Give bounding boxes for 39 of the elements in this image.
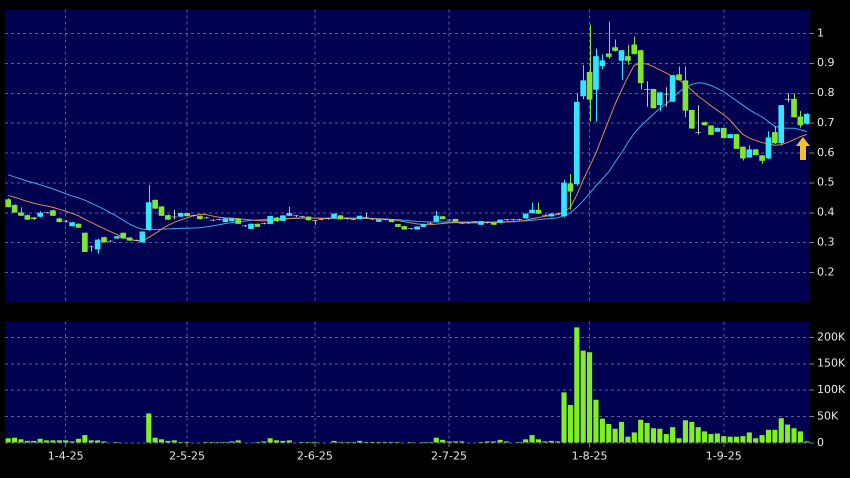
candlestick	[720, 127, 727, 139]
candlestick	[82, 232, 88, 253]
candlestick	[766, 130, 772, 160]
candlestick	[171, 209, 178, 220]
y-tick-label: 0.3	[817, 236, 834, 249]
y-tick-label: 200K	[817, 330, 846, 344]
candlestick	[676, 66, 682, 81]
y-tick-label: 0.4	[817, 206, 834, 219]
candlestick	[606, 21, 612, 60]
x-tick-label: 2-7-25	[431, 449, 467, 462]
y-tick-label: 150K	[817, 356, 846, 370]
candlestick	[568, 173, 574, 210]
candlestick	[625, 44, 631, 66]
candlestick	[580, 64, 586, 100]
candlestick	[772, 126, 778, 145]
y-tick-label: 1	[817, 26, 824, 40]
y-tick-label: 0.6	[817, 146, 834, 159]
candlestick	[746, 145, 752, 158]
x-tick-label: 2-6-25	[296, 449, 333, 462]
y-tick-label: 0.2	[817, 265, 834, 278]
candlestick	[94, 238, 100, 254]
x-tick-label: 2-5-25	[169, 449, 206, 462]
candlestick	[618, 49, 624, 80]
candlestick	[657, 91, 663, 112]
y-tick-label: 50K	[817, 409, 839, 422]
y-tick-label: 0.8	[817, 86, 834, 100]
candlestick	[650, 88, 656, 109]
y-tick-label: 0.5	[817, 176, 834, 189]
x-tick-label: 1-4-25	[48, 449, 84, 462]
candlestick	[536, 202, 542, 214]
x-tick-label: 1-8-25	[572, 449, 608, 462]
candlestick	[529, 202, 535, 214]
y-tick-label: 0	[817, 436, 824, 449]
x-tick-label: 1-9-25	[706, 449, 742, 462]
y-tick-label: 0.9	[817, 56, 834, 70]
candlestick	[804, 112, 810, 126]
y-tick-label: 100K	[817, 383, 846, 396]
candlestick	[612, 38, 618, 52]
y-tick-label: 0.7	[817, 116, 834, 129]
